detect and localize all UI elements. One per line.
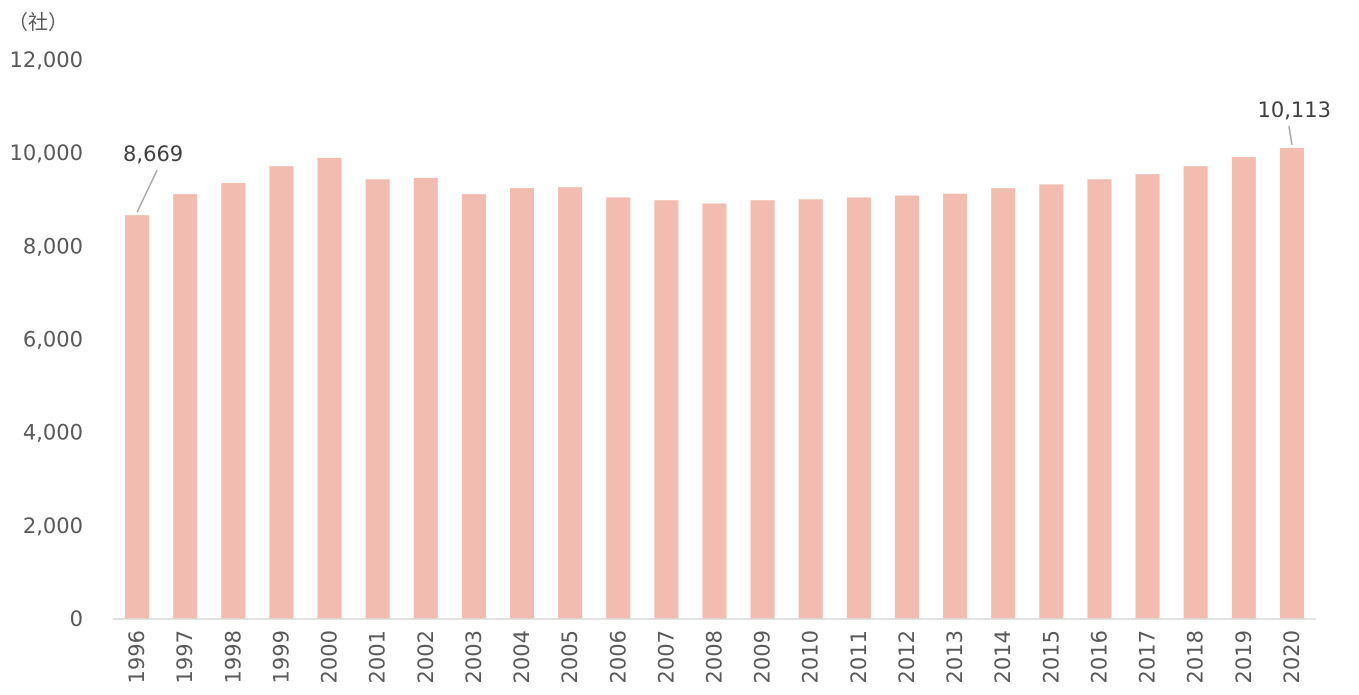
bar-1998 [221,182,246,620]
x-tick-label: 2001 [366,630,390,683]
bar-2011 [846,197,871,619]
x-tick-label: 2016 [1087,630,1111,683]
x-tick-label: 2017 [1136,630,1160,683]
x-tick-label: 2012 [895,630,919,683]
y-tick-label: 8,000 [23,234,83,258]
bar-2016 [1087,179,1112,619]
bar-2013 [943,193,968,620]
bar-2000 [317,157,342,619]
bar-2009 [750,200,775,620]
x-tick-label: 2018 [1184,630,1208,683]
y-tick-label: 0 [70,607,83,631]
x-tick-label: 1998 [221,630,245,683]
y-tick-label: 10,000 [10,141,83,165]
x-tick-label: 2007 [654,630,678,683]
bar-1999 [269,166,294,619]
x-tick-label: 2020 [1280,630,1304,683]
x-tick-label: 2013 [943,630,967,683]
bar-2004 [509,188,535,619]
bar-1997 [173,194,198,619]
bars [125,147,1304,620]
bar-2020 [1279,147,1304,619]
data-label-2020: 10,113 [1258,98,1331,122]
x-tick-label: 1999 [269,630,293,683]
bar-2003 [461,194,486,619]
bar-2012 [894,195,920,619]
leader-line [1288,125,1293,146]
x-tick-label: 1996 [125,630,149,683]
y-axis-ticks: 0 2,000 4,000 6,000 8,000 10,000 12,000 [10,48,83,631]
x-tick-label: 1997 [173,630,197,683]
y-tick-label: 6,000 [23,328,83,352]
x-tick-label: 2000 [318,630,342,683]
x-tick-label: 2010 [799,630,823,683]
bar-2018 [1183,166,1208,619]
x-tick-label: 2014 [991,630,1015,683]
x-tick-label: 2009 [751,630,775,683]
bar-1996 [125,215,150,620]
x-tick-label: 2008 [703,630,727,683]
x-tick-label: 2005 [558,630,582,683]
y-tick-label: 4,000 [23,421,83,445]
y-tick-label: 12,000 [10,48,83,72]
bar-2001 [365,179,390,619]
y-tick-label: 2,000 [23,514,83,538]
bar-2008 [702,203,727,619]
bar-2015 [1039,184,1064,619]
x-tick-label: 2011 [847,630,871,683]
x-tick-label: 2003 [462,630,486,683]
x-tick-label: 2019 [1232,630,1256,683]
leader-line [136,169,158,213]
x-axis-ticks: 1996 1997 1998 1999 2000 2001 2002 2003 2004 2005… [125,630,1304,683]
data-label-1996: 8,669 [123,142,183,166]
x-tick-label: 2004 [510,630,534,683]
bar-2002 [413,177,438,619]
bar-2010 [798,199,823,619]
bar-2017 [1135,174,1160,620]
x-tick-label: 2015 [1039,630,1063,683]
y-axis-unit-label: （社） [8,10,68,34]
data-labels: 8,669 10,113 [123,98,1331,213]
bar-2007 [654,200,679,620]
x-tick-label: 2002 [414,630,438,683]
bar-2019 [1231,156,1256,620]
x-tick-label: 2006 [606,630,630,683]
bar-2005 [558,187,583,620]
bar-2006 [606,197,631,619]
bar-2014 [991,188,1016,619]
